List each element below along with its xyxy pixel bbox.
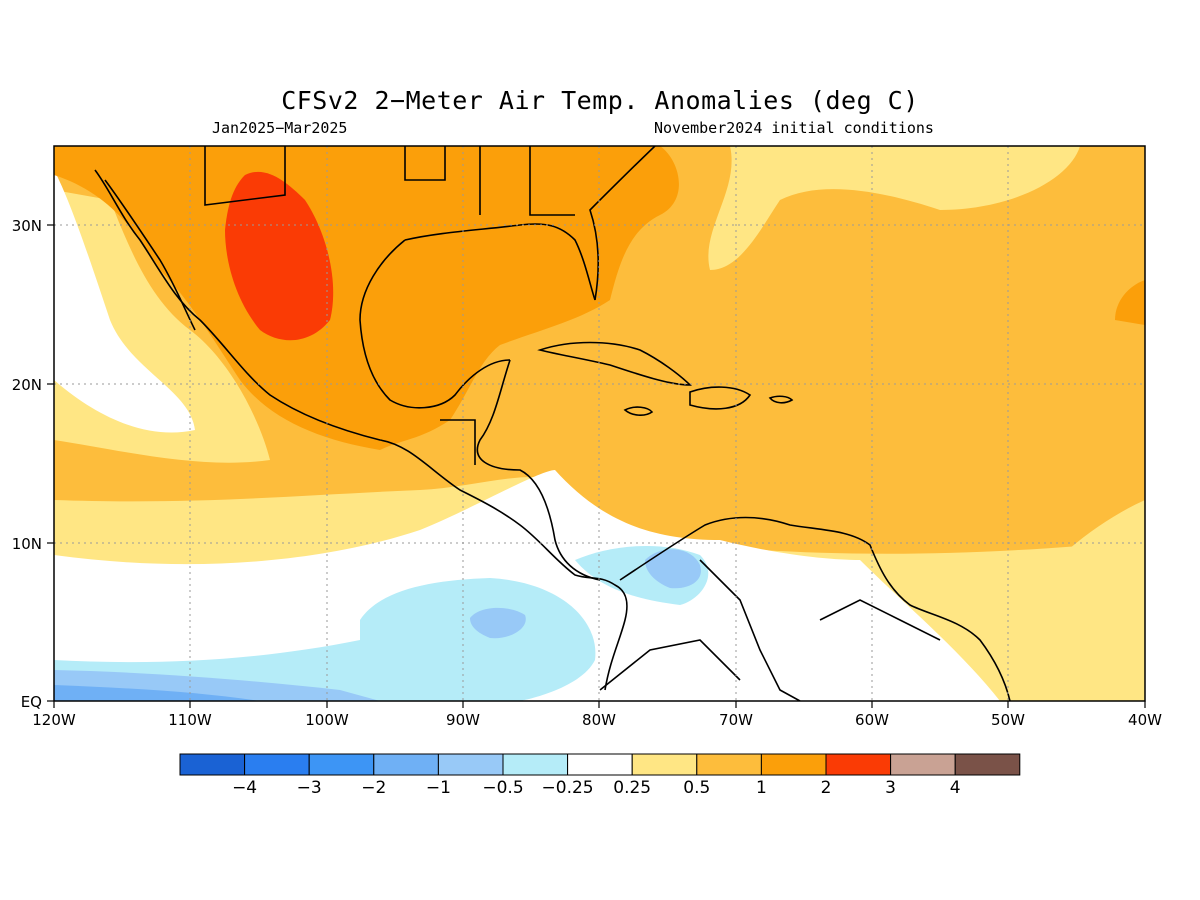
- axis-ticks: [47, 224, 1146, 708]
- field-neg0.25-neg0.5: [54, 578, 596, 701]
- colorbar-swatch: [373, 753, 439, 776]
- colorbar-label: −3: [297, 778, 322, 798]
- forecast-period: Jan2025−Mar2025: [212, 119, 348, 137]
- colorbar-swatch: [760, 753, 827, 776]
- lon-label: 80W: [582, 711, 616, 729]
- lat-label: EQ: [21, 693, 42, 711]
- colorbar-label: 1: [756, 778, 767, 798]
- field-2-3: [225, 171, 334, 341]
- field-neg0.5-neg1-colombia: [645, 549, 701, 589]
- colorbar-swatch: [954, 753, 1021, 776]
- colorbar-label: −2: [361, 778, 386, 798]
- colorbar-label: 3: [885, 778, 896, 798]
- lon-label: 50W: [991, 711, 1025, 729]
- lon-labels: 120W 110W 100W 90W 80W 70W 60W 50W 40W: [32, 711, 1162, 729]
- colorbar-swatch: [567, 753, 633, 776]
- field-neg0.5-neg1-pacific: [470, 607, 526, 639]
- colorbar-label: −4: [232, 778, 257, 798]
- colorbar-label: −1: [426, 778, 451, 798]
- colorbar-swatch: [244, 753, 310, 776]
- coastlines: [94, 146, 1011, 701]
- lat-label: 20N: [12, 376, 42, 394]
- field-1-2-east: [1115, 280, 1145, 325]
- colorbar-swatch: [825, 753, 892, 776]
- chart-title: CFSv2 2−Meter Air Temp. Anomalies (deg C…: [281, 86, 919, 115]
- field-0.25-0.5-southeast: [1020, 500, 1145, 701]
- colorbar-swatch: [696, 753, 762, 776]
- colorbar-label: 0.25: [613, 778, 651, 798]
- colorbar-swatch: [437, 753, 504, 776]
- colorbar-label: 4: [950, 778, 961, 798]
- lon-label: 110W: [168, 711, 212, 729]
- colorbar-label: 2: [821, 778, 832, 798]
- field-1-2: [54, 146, 679, 450]
- lat-label: 30N: [12, 217, 42, 235]
- gridlines: [54, 146, 1145, 701]
- field-0.25-0.5-atlantic: [708, 146, 1080, 270]
- colorbar: −4 −3 −2 −1 −0.5 −0.25 0.25 0.5 1 2 3 4: [179, 753, 1021, 798]
- colorbar-label: 0.5: [683, 778, 710, 798]
- colorbar-swatch: [308, 753, 375, 776]
- lat-label: 10N: [12, 535, 42, 553]
- colorbar-swatch: [179, 753, 246, 776]
- lon-label: 120W: [32, 711, 76, 729]
- colorbar-label: −0.25: [542, 778, 594, 798]
- field-neutral-west: [54, 170, 195, 433]
- colorbar-swatch: [502, 753, 569, 776]
- lon-label: 40W: [1128, 711, 1162, 729]
- colorbar-swatch: [890, 753, 956, 776]
- field-neg1-neg2: [54, 685, 260, 701]
- colorbar-label: −0.5: [482, 778, 523, 798]
- lon-label: 60W: [855, 711, 889, 729]
- initial-conditions: November2024 initial conditions: [654, 119, 934, 137]
- lat-labels: 30N 20N 10N EQ: [12, 217, 42, 711]
- colorbar-swatch: [631, 753, 698, 776]
- lon-label: 90W: [446, 711, 480, 729]
- lon-label: 70W: [719, 711, 753, 729]
- lon-label: 100W: [305, 711, 349, 729]
